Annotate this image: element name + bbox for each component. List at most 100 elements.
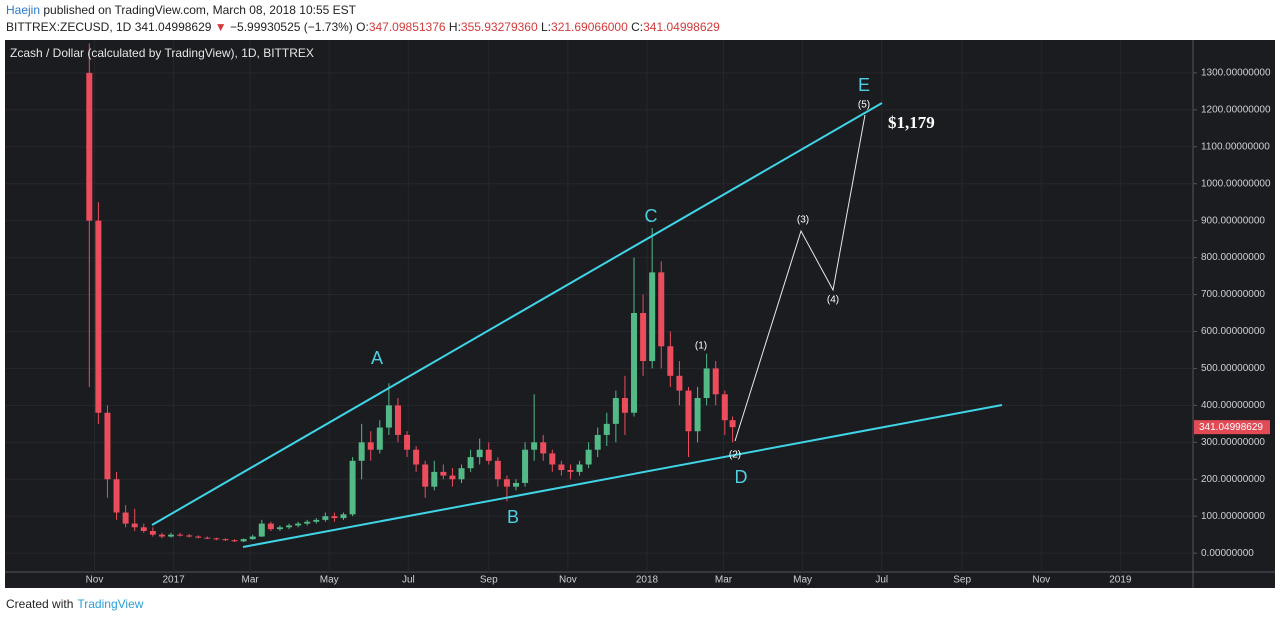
candle-body — [113, 479, 120, 513]
y-tick-label: 600.00000000 — [1201, 326, 1265, 337]
wave-2: (2) — [729, 450, 741, 461]
price-tag: 341.04998629 — [1199, 422, 1263, 433]
l-label: L: — [541, 20, 552, 34]
y-tick-label: 400.00000000 — [1201, 400, 1265, 411]
candle-body — [276, 527, 283, 530]
created-with: Created with — [6, 597, 74, 611]
candle-body — [177, 534, 184, 536]
y-tick-label: 1100.00000000 — [1201, 141, 1270, 152]
change: −5.99930525 (−1.73%) — [230, 20, 353, 34]
candle-body — [531, 442, 538, 450]
candle-body — [122, 512, 129, 524]
o-label: O: — [356, 20, 369, 34]
candle-body — [631, 313, 638, 413]
brand[interactable]: TradingView — [77, 597, 144, 611]
x-tick-label: May — [320, 575, 339, 586]
header: Haejin published on TradingView.com, Mar… — [6, 2, 720, 36]
header-line-1: Haejin published on TradingView.com, Mar… — [6, 2, 720, 19]
candle-body — [612, 397, 619, 424]
candle-body — [576, 464, 583, 472]
y-tick-label: 1300.00000000 — [1201, 68, 1271, 79]
y-tick-label: 700.00000000 — [1201, 289, 1265, 300]
candle-body — [340, 514, 347, 519]
candle-body — [322, 516, 329, 520]
candle-body — [585, 449, 592, 465]
candle-body — [458, 468, 465, 480]
candle-body — [413, 449, 420, 465]
y-tick-label: 300.00000000 — [1201, 437, 1265, 448]
y-tick-label: 1000.00000000 — [1201, 178, 1271, 189]
y-tick-label: 1200.00000000 — [1201, 104, 1271, 115]
wave-1: (1) — [695, 341, 707, 352]
candle-body — [104, 412, 111, 480]
candle-body — [258, 523, 265, 537]
candle-body — [131, 523, 138, 528]
candle-body — [186, 535, 193, 537]
c-label: C: — [631, 20, 644, 34]
label-e: E — [858, 75, 870, 95]
candle-body — [149, 530, 156, 535]
y-tick-label: 0.00000000 — [1201, 548, 1254, 559]
candle-body — [431, 471, 438, 487]
candle-body — [222, 539, 229, 541]
candle-body — [158, 534, 165, 537]
candle-body — [213, 538, 220, 540]
candle-body — [240, 539, 247, 542]
candle-body — [304, 521, 311, 524]
candles — [5, 40, 1193, 572]
lower-trendline — [242, 404, 1003, 548]
x-tick-label: 2019 — [1109, 575, 1132, 586]
x-tick-label: Nov — [1032, 575, 1050, 586]
h: 355.93279360 — [460, 20, 538, 34]
label-c: C — [645, 206, 658, 226]
drawings — [151, 102, 1003, 548]
candle-body — [349, 460, 356, 515]
candle-body — [676, 375, 683, 391]
x-tick-label: Jul — [402, 575, 415, 586]
x-tick-label: Jul — [875, 575, 888, 586]
x-tick-label: May — [793, 575, 812, 586]
x-tick-label: Mar — [242, 575, 260, 586]
candle-body — [694, 397, 701, 432]
candle-body — [467, 457, 474, 469]
header-line-2: BITTREX:ZECUSD, 1D 341.04998629 ▼ −5.999… — [6, 19, 720, 36]
target-label: $1,179 — [888, 113, 935, 132]
candle-body — [512, 482, 519, 487]
candle-body — [422, 464, 429, 487]
symbol: BITTREX:ZECUSD, 1D — [6, 20, 132, 34]
c: 341.04998629 — [643, 20, 720, 34]
candle-body — [712, 368, 719, 395]
candle-body — [195, 536, 202, 538]
candle-body — [168, 534, 175, 537]
candle-body — [476, 449, 483, 458]
last: 341.04998629 — [134, 20, 212, 34]
candle-body — [640, 313, 647, 362]
candle-body — [358, 442, 365, 461]
x-tick-label: Sep — [953, 575, 971, 586]
candle-body — [331, 516, 338, 519]
author[interactable]: Haejin — [6, 3, 41, 17]
wave-5: (5) — [858, 100, 870, 111]
candle-body — [385, 405, 392, 428]
wave-4: (4) — [827, 295, 839, 306]
candle-body — [485, 449, 492, 461]
published: published on TradingView.com, March 08, … — [40, 3, 357, 17]
y-tick-label: 200.00000000 — [1201, 474, 1265, 485]
candle-body — [449, 475, 456, 480]
chart: Zcash / Dollar (calculated by TradingVie… — [5, 40, 1275, 588]
candle-body — [594, 434, 601, 450]
x-tick-label: 2017 — [162, 575, 185, 586]
candle-body — [540, 442, 547, 454]
candle-body — [86, 72, 93, 221]
candle-body — [140, 527, 147, 531]
candle-body — [249, 536, 256, 540]
y-tick-label: 100.00000000 — [1201, 511, 1265, 522]
footer: Created with TradingView — [6, 597, 143, 611]
y-tick-label: 900.00000000 — [1201, 215, 1265, 226]
wave-projection — [734, 114, 866, 442]
arrow: ▼ — [214, 20, 227, 34]
candle-body — [685, 390, 692, 432]
candle-body — [621, 397, 628, 413]
candle-body — [231, 540, 238, 542]
